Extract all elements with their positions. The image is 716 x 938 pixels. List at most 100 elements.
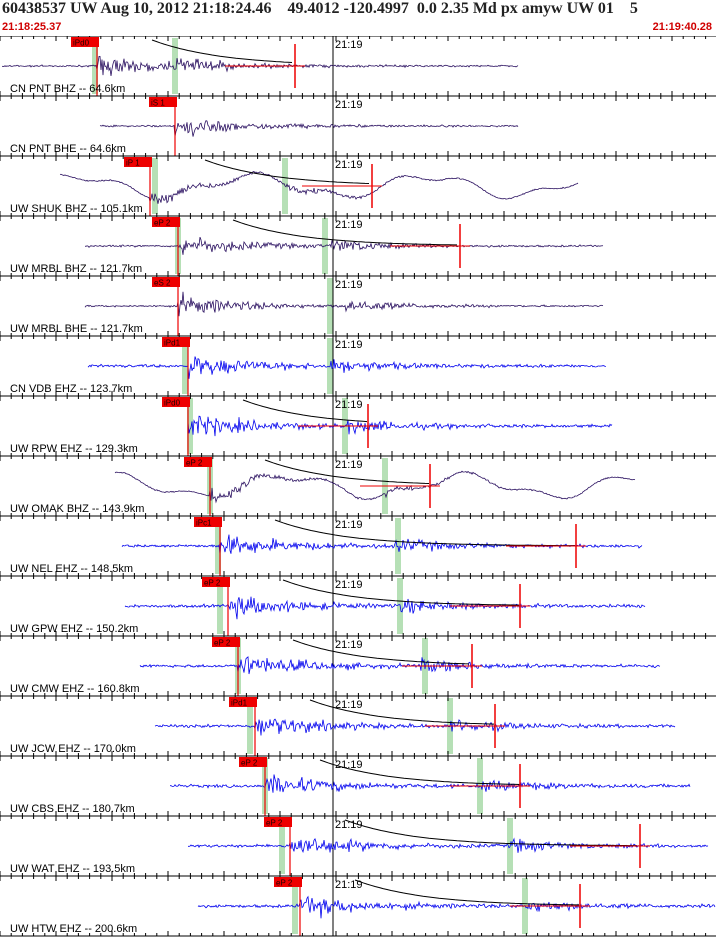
pick-flag-box (124, 157, 152, 167)
pick-flag: eP 2 (152, 217, 180, 276)
station-label: UW RPW EHZ -- 129.3km (10, 443, 138, 455)
event-summary: 60438537 UW Aug 10, 2012 21:18:24.46 49.… (2, 0, 638, 17)
pick-flag-box (274, 877, 302, 887)
pick-flag-box (162, 337, 190, 347)
pick-label: eP 2 (154, 219, 171, 228)
pick-flag: iPd0 (162, 397, 190, 456)
station-label: UW SHUK BHZ -- 105.1km (10, 203, 143, 215)
station-label: CN PNT BHE -- 64.6km (10, 143, 126, 155)
minute-label: 21:19 (335, 579, 363, 591)
waveform (84, 291, 604, 317)
trace-row: eP 2 21:19 UW MRBL BHZ -- 121.7km (0, 216, 716, 277)
station-label: UW GPW EHZ -- 150.2km (10, 623, 138, 635)
pick-flag: iP 1 (124, 157, 152, 216)
pick-label: iPd0 (164, 399, 181, 408)
pick-flag: iPd0 (71, 37, 99, 96)
pick-flag-box (162, 397, 190, 407)
trace-row: eP 2 21:19 UW CMW EHZ -- 160.8km (0, 636, 716, 697)
station-label: UW OMAK BHZ -- 143.9km (10, 503, 144, 515)
coda-curve (274, 519, 575, 547)
p-pick-window (279, 818, 285, 874)
pick-flag: iPd1 (229, 697, 257, 756)
pick-label: iPd1 (164, 339, 181, 348)
waveform (114, 470, 636, 504)
minute-label: 21:19 (335, 219, 363, 231)
trace-row: eP 2 21:19 UW GPW EHZ -- 150.2km (0, 576, 716, 637)
pick-flag: iPd1 (162, 337, 190, 396)
pick-label: iP 1 (126, 159, 140, 168)
minute-label: 21:19 (335, 459, 363, 471)
trace-row: iPd0 21:19 CN PNT BHZ -- 64.6km (0, 36, 716, 97)
minute-label: 21:19 (335, 279, 363, 291)
window-end-time: 21:19:40.28 (652, 21, 712, 33)
pick-flag: iPc1 (194, 517, 222, 576)
station-label: UW MRBL BHE -- 121.7km (10, 323, 143, 335)
coda-curve (354, 879, 579, 906)
coda-curve (264, 459, 430, 484)
coda-curve (344, 819, 637, 847)
trace-row: iPd1 21:19 UW JCW EHZ -- 170.0km (0, 696, 716, 757)
coda-curve (282, 579, 519, 606)
pick-label: eP 2 (214, 639, 231, 648)
pick-flag: eP 2 (274, 877, 302, 936)
pick-flag-box (239, 757, 267, 767)
station-label: UW WAT EHZ -- 193.5km (10, 863, 135, 875)
pick-label: iS 1 (151, 99, 165, 108)
trace-row: eP 2 21:19 UW CBS EHZ -- 180.7km (0, 756, 716, 817)
station-label: UW CBS EHZ -- 180.7km (10, 803, 135, 815)
waveform (139, 656, 661, 675)
pick-flag-box (149, 97, 177, 107)
p-pick-window (152, 158, 158, 214)
s-pick-window (172, 38, 178, 94)
p-pick-window (292, 878, 298, 934)
pick-flag-box (264, 817, 292, 827)
station-label: CN VDB EHZ -- 123.7km (10, 383, 132, 395)
pick-flag-box (71, 37, 99, 47)
station-label: UW NEL EHZ -- 148.5km (10, 563, 133, 575)
station-label: UW HTW EHZ -- 200.6km (10, 923, 137, 935)
p-pick-window (187, 398, 193, 454)
pick-flag: eP 2 (212, 637, 240, 696)
waveform (99, 120, 519, 137)
waveform (84, 236, 604, 255)
waveform (121, 534, 643, 555)
pick-label: eP 2 (241, 759, 258, 768)
waveform (124, 596, 646, 620)
pick-flag: eP 2 (264, 817, 292, 876)
pick-flag-box (194, 517, 222, 527)
waveform (59, 170, 579, 204)
window-start-time: 21:18:25.37 (2, 21, 62, 33)
minute-label: 21:19 (335, 879, 363, 891)
event-header: 60438537 UW Aug 10, 2012 21:18:24.46 49.… (0, 0, 716, 36)
trace-row: iP 1 21:19 UW SHUK BHZ -- 105.1km (0, 156, 716, 217)
minute-label: 21:19 (335, 399, 363, 411)
station-label: UW MRBL BHZ -- 121.7km (10, 263, 142, 275)
waveform (154, 718, 676, 736)
pick-flag: eP 2 (239, 757, 267, 816)
waveform (187, 415, 613, 437)
pick-label: eP 2 (204, 579, 221, 588)
minute-label: 21:19 (335, 99, 363, 111)
p-pick-window (217, 578, 223, 634)
trace-row: eP 2 21:19 UW OMAK BHZ -- 143.9km (0, 456, 716, 517)
station-label: CN PNT BHZ -- 64.6km (10, 83, 125, 95)
pick-flag-box (152, 217, 180, 227)
p-pick-window (247, 698, 253, 754)
minute-label: 21:19 (335, 39, 363, 51)
pick-label: eS 2 (154, 279, 171, 288)
pick-label: eP 2 (276, 879, 293, 888)
trace-row: eS 2 21:19 UW MRBL BHE -- 121.7km (0, 276, 716, 337)
pick-flag-box (184, 457, 212, 467)
minute-label: 21:19 (335, 699, 363, 711)
pick-flag-box (229, 697, 257, 707)
pick-flag: eP 2 (184, 457, 212, 516)
pick-label: iPc1 (196, 519, 212, 528)
trace-row: eP 2 21:19 UW WAT EHZ -- 193.5km (0, 816, 716, 877)
pick-flag: eP 2 (202, 577, 230, 636)
pick-label: eP 2 (266, 819, 283, 828)
trace-row: iPd1 21:19 CN VDB EHZ -- 123.7km (0, 336, 716, 397)
waveform (197, 895, 716, 919)
coda-curve (204, 159, 370, 184)
pick-label: iPd0 (73, 39, 90, 48)
coda-curve (319, 759, 521, 785)
